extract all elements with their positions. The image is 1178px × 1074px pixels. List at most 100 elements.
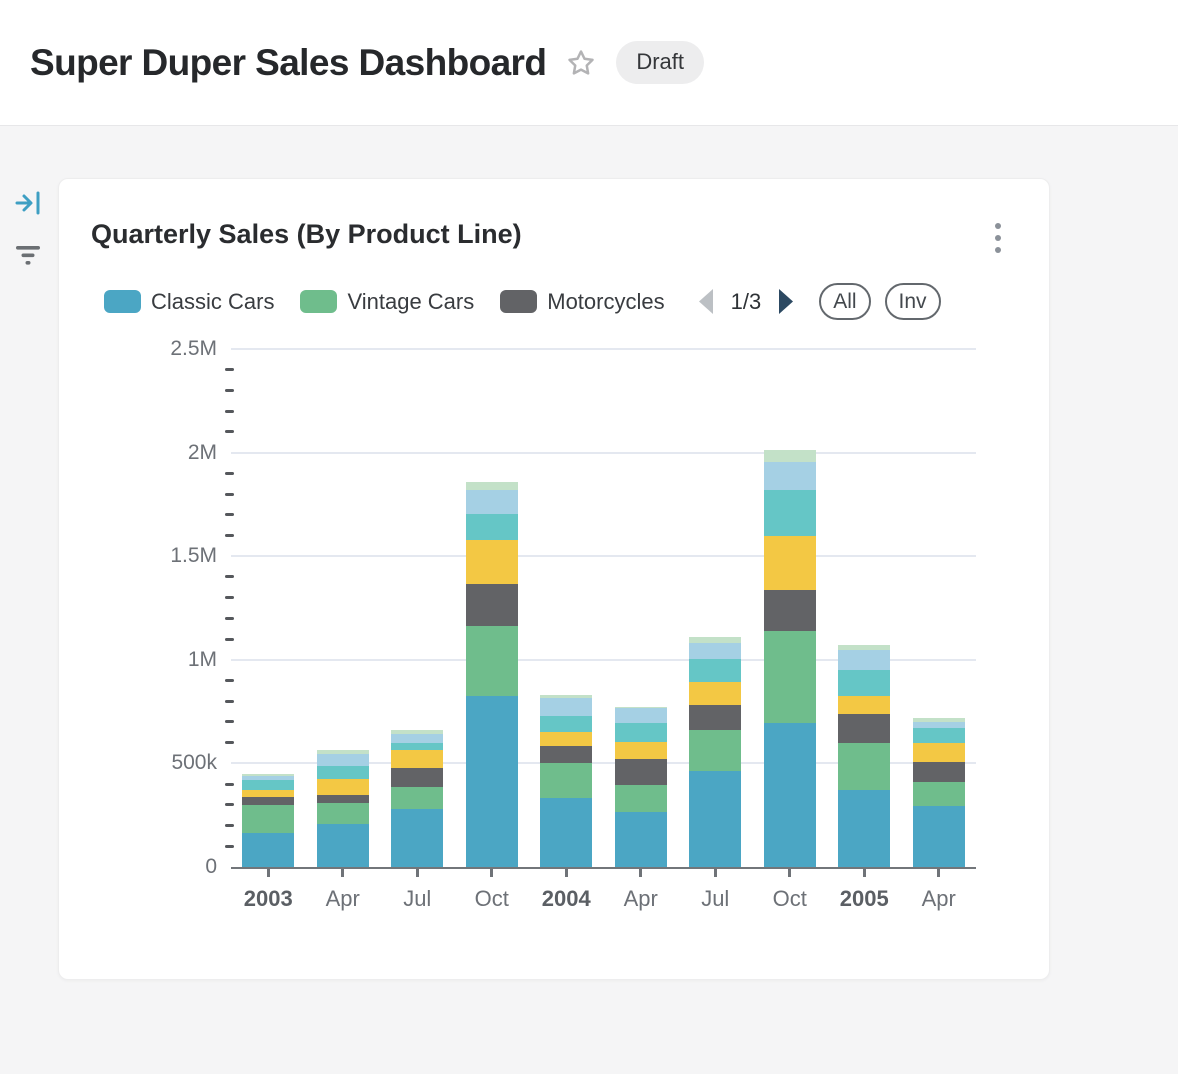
bar-segment[interactable] xyxy=(763,631,816,723)
bar-segment[interactable] xyxy=(242,805,295,833)
bar-segment[interactable] xyxy=(838,742,891,790)
filter-icon[interactable] xyxy=(13,242,43,273)
bar-segment[interactable] xyxy=(316,750,369,754)
bar-segment[interactable] xyxy=(614,812,667,867)
legend-swatch xyxy=(300,290,338,313)
bar-segment[interactable] xyxy=(838,714,891,743)
bar-segment[interactable] xyxy=(614,706,667,709)
legend-item[interactable]: Classic Cars xyxy=(104,289,274,315)
bar-segment[interactable] xyxy=(912,805,965,867)
bar-segment[interactable] xyxy=(912,727,965,743)
bar-segment[interactable] xyxy=(540,731,593,746)
y-axis-minor-tick xyxy=(225,575,234,579)
bar-segment[interactable] xyxy=(465,626,518,697)
collapse-panel-icon[interactable] xyxy=(15,190,42,221)
bar-segment[interactable] xyxy=(316,794,369,804)
bar-segment[interactable] xyxy=(242,775,295,780)
bar-segment[interactable] xyxy=(465,539,518,585)
bar-segment[interactable] xyxy=(242,832,295,867)
kebab-menu-icon[interactable] xyxy=(989,219,1007,257)
bar-segment[interactable] xyxy=(912,742,965,763)
bar-segment[interactable] xyxy=(763,449,816,462)
bar-segment[interactable] xyxy=(689,658,742,682)
bar-segment[interactable] xyxy=(465,514,518,540)
y-axis-minor-tick xyxy=(225,513,234,517)
invert-selection-button[interactable]: Inv xyxy=(884,283,941,320)
bar-segment[interactable] xyxy=(763,490,816,536)
bar-segment[interactable] xyxy=(838,670,891,697)
stacked-bar[interactable] xyxy=(912,717,965,867)
bar-segment[interactable] xyxy=(540,745,593,764)
bar-segment[interactable] xyxy=(242,773,295,776)
stacked-bar[interactable] xyxy=(391,730,444,867)
bar-segment[interactable] xyxy=(838,696,891,715)
bar-segment[interactable] xyxy=(689,636,742,643)
bar-segment[interactable] xyxy=(540,694,593,699)
x-axis-tick xyxy=(266,869,270,877)
bar-segment[interactable] xyxy=(316,803,369,825)
bar-segment[interactable] xyxy=(689,771,742,867)
bar-segment[interactable] xyxy=(465,490,518,515)
widget-header: Quarterly Sales (By Product Line) xyxy=(59,179,1049,257)
bar-segment[interactable] xyxy=(689,730,742,772)
bar-segment[interactable] xyxy=(242,797,295,806)
bar-segment[interactable] xyxy=(912,717,965,722)
favorite-star-icon[interactable] xyxy=(566,48,596,78)
bar-segment[interactable] xyxy=(614,708,667,723)
bar-segment[interactable] xyxy=(614,759,667,785)
bar-segment[interactable] xyxy=(614,741,667,760)
bars-layer xyxy=(231,351,976,867)
bar-segment[interactable] xyxy=(912,721,965,728)
bar-segment[interactable] xyxy=(689,681,742,706)
bar-segment[interactable] xyxy=(912,782,965,806)
bar-segment[interactable] xyxy=(242,789,295,798)
stacked-bar[interactable] xyxy=(614,706,667,867)
legend-item[interactable]: Vintage Cars xyxy=(300,289,474,315)
bar-segment[interactable] xyxy=(540,763,593,798)
bar-segment[interactable] xyxy=(540,798,593,867)
bar-segment[interactable] xyxy=(316,753,369,766)
bar-segment[interactable] xyxy=(391,768,444,787)
bar-segment[interactable] xyxy=(465,584,518,627)
stacked-bar[interactable] xyxy=(465,481,518,867)
bar-segment[interactable] xyxy=(763,589,816,632)
bar-segment[interactable] xyxy=(391,730,444,734)
bar-segment[interactable] xyxy=(838,650,891,671)
bar-segment[interactable] xyxy=(316,824,369,867)
bar-segment[interactable] xyxy=(316,765,369,780)
stacked-bar[interactable] xyxy=(242,773,295,867)
bar-segment[interactable] xyxy=(614,722,667,742)
legend-item[interactable]: Motorcycles xyxy=(500,289,665,315)
y-axis-minor-tick xyxy=(225,492,234,496)
stacked-bar[interactable] xyxy=(763,449,816,867)
bar-column xyxy=(827,351,902,867)
bar-segment[interactable] xyxy=(763,722,816,867)
bar-segment[interactable] xyxy=(689,705,742,731)
legend-next-icon[interactable] xyxy=(776,286,797,317)
bar-segment[interactable] xyxy=(540,698,593,717)
y-axis-minor-tick xyxy=(225,782,234,786)
bar-segment[interactable] xyxy=(763,535,816,590)
stacked-bar[interactable] xyxy=(689,636,742,867)
select-all-button[interactable]: All xyxy=(819,283,871,320)
bar-segment[interactable] xyxy=(316,779,369,795)
stacked-bar[interactable] xyxy=(838,644,891,867)
bar-segment[interactable] xyxy=(391,733,444,743)
bar-segment[interactable] xyxy=(763,461,816,491)
stacked-bar[interactable] xyxy=(540,694,593,867)
bar-segment[interactable] xyxy=(465,696,518,867)
bar-segment[interactable] xyxy=(391,786,444,809)
bar-segment[interactable] xyxy=(689,642,742,659)
bar-segment[interactable] xyxy=(838,644,891,651)
stacked-bar[interactable] xyxy=(316,750,369,867)
bar-segment[interactable] xyxy=(912,762,965,783)
bar-segment[interactable] xyxy=(391,742,444,750)
bar-segment[interactable] xyxy=(391,809,444,867)
legend-prev-icon[interactable] xyxy=(695,286,716,317)
bar-segment[interactable] xyxy=(838,789,891,867)
bar-segment[interactable] xyxy=(614,784,667,813)
bar-segment[interactable] xyxy=(242,779,295,790)
bar-segment[interactable] xyxy=(391,749,444,769)
bar-segment[interactable] xyxy=(465,481,518,491)
bar-segment[interactable] xyxy=(540,716,593,732)
